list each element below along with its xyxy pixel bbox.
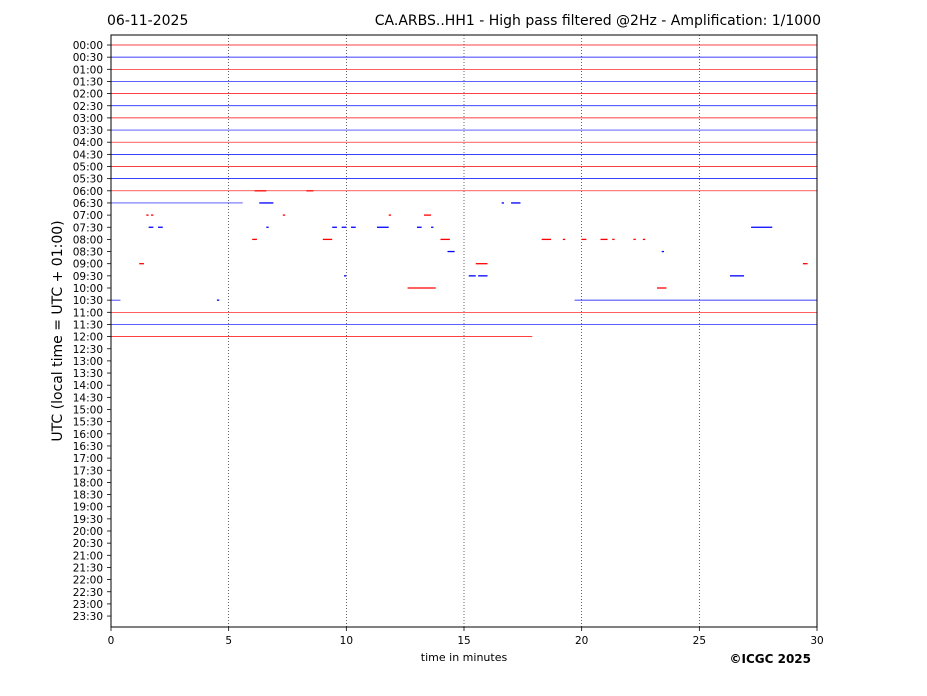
y-tick-label: 03:00 <box>73 113 103 125</box>
y-tick-label: 19:00 <box>73 502 103 514</box>
x-tick-label: 30 <box>810 635 823 647</box>
y-tick-label: 00:30 <box>73 52 103 64</box>
y-tick-label: 09:30 <box>73 271 103 283</box>
y-tick-label: 18:00 <box>73 477 103 489</box>
y-tick-label: 06:00 <box>73 186 103 198</box>
y-tick-label: 01:30 <box>73 76 103 88</box>
y-tick-label: 16:30 <box>73 441 103 453</box>
y-axis: 00:0000:3001:0001:3002:0002:3003:0003:30… <box>73 40 111 623</box>
y-tick-label: 22:30 <box>73 587 103 599</box>
y-tick-label: 20:30 <box>73 538 103 550</box>
y-tick-label: 12:00 <box>73 332 103 344</box>
y-tick-label: 04:30 <box>73 149 103 161</box>
y-tick-label: 05:30 <box>73 174 103 186</box>
y-tick-label: 13:00 <box>73 356 103 368</box>
y-tick-label: 08:00 <box>73 234 103 246</box>
y-tick-label: 00:00 <box>73 40 103 52</box>
y-tick-label: 07:30 <box>73 222 103 234</box>
y-tick-label: 02:00 <box>73 89 103 101</box>
x-tick-label: 10 <box>340 635 353 647</box>
y-tick-label: 13:30 <box>73 368 103 380</box>
y-tick-label: 14:30 <box>73 392 103 404</box>
y-tick-label: 04:00 <box>73 137 103 149</box>
x-tick-label: 5 <box>225 635 232 647</box>
y-tick-label: 18:30 <box>73 490 103 502</box>
x-tick-label: 20 <box>575 635 588 647</box>
y-tick-label: 11:30 <box>73 319 103 331</box>
y-tick-label: 11:00 <box>73 307 103 319</box>
y-tick-label: 08:30 <box>73 247 103 259</box>
y-tick-label: 21:30 <box>73 562 103 574</box>
x-tick-label: 0 <box>108 635 115 647</box>
y-tick-label: 12:30 <box>73 344 103 356</box>
y-tick-label: 10:00 <box>73 283 103 295</box>
y-tick-label: 07:00 <box>73 210 103 222</box>
y-tick-label: 06:30 <box>73 198 103 210</box>
y-tick-label: 14:00 <box>73 380 103 392</box>
chart-title: CA.ARBS..HH1 - High pass filtered @2Hz -… <box>375 13 821 29</box>
x-tick-label: 25 <box>693 635 706 647</box>
x-axis-label: time in minutes <box>421 651 508 664</box>
y-tick-label: 10:30 <box>73 295 103 307</box>
y-tick-label: 15:00 <box>73 405 103 417</box>
y-tick-label: 20:00 <box>73 526 103 538</box>
y-tick-label: 19:30 <box>73 514 103 526</box>
y-tick-label: 15:30 <box>73 417 103 429</box>
copyright-label: ©ICGC 2025 <box>729 652 811 666</box>
date-label: 06-11-2025 <box>107 13 188 29</box>
y-tick-label: 16:00 <box>73 429 103 441</box>
y-tick-label: 02:30 <box>73 101 103 113</box>
y-tick-label: 05:00 <box>73 162 103 174</box>
y-tick-label: 17:30 <box>73 465 103 477</box>
y-tick-label: 03:30 <box>73 125 103 137</box>
x-tick-label: 15 <box>457 635 470 647</box>
y-tick-label: 01:00 <box>73 64 103 76</box>
y-tick-label: 22:00 <box>73 575 103 587</box>
y-tick-label: 23:00 <box>73 599 103 611</box>
x-axis: 0 5 10 15 20 25 30 <box>108 627 824 647</box>
plot-area <box>111 35 817 627</box>
y-axis-label: UTC (local time = UTC + 01:00) <box>50 220 66 441</box>
event-bursts <box>139 190 808 301</box>
y-tick-label: 17:00 <box>73 453 103 465</box>
trace-lines <box>111 44 817 337</box>
y-tick-label: 21:00 <box>73 550 103 562</box>
y-tick-label: 23:30 <box>73 611 103 623</box>
y-tick-label: 09:00 <box>73 259 103 271</box>
